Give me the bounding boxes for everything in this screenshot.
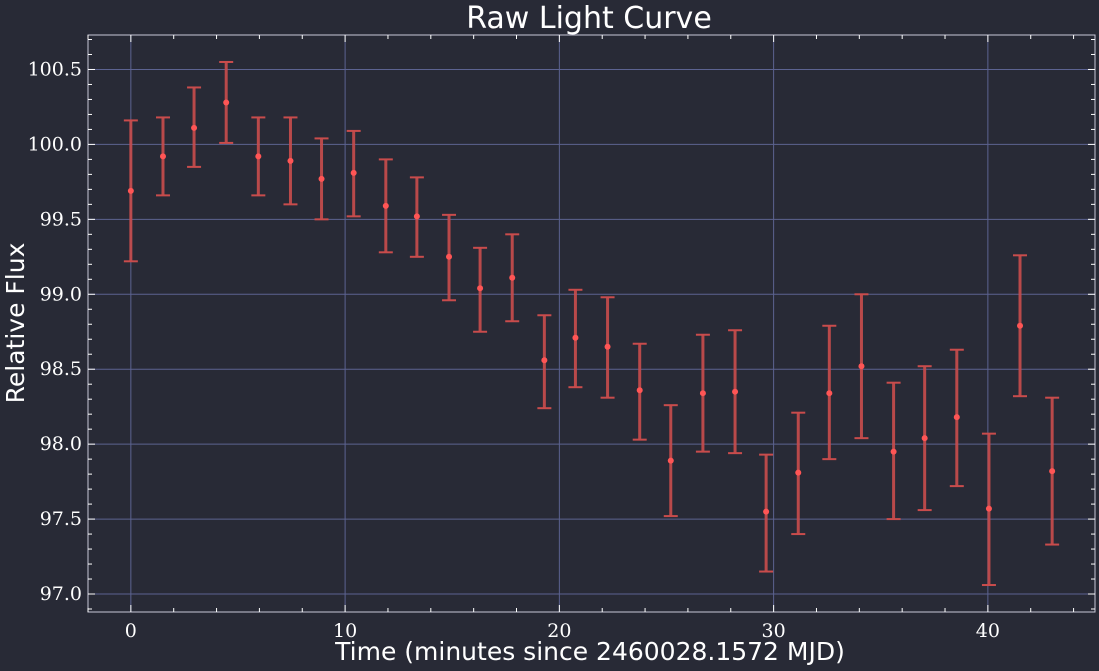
data-point [409,176,424,258]
data-point [442,213,457,302]
data-point [505,233,520,323]
data-point [123,119,138,263]
axis-ticks: 0 10 20 30 40 97.0 97.5 98.0 98.5 99.0 99.5 100.0 10… [28,35,1095,642]
data-point [949,348,964,488]
y-tick-label: 100.5 [28,58,82,80]
point-marker [382,202,389,209]
point-marker [572,334,579,341]
data-points [123,60,1060,587]
data-point [187,86,202,168]
point-marker [446,253,453,260]
y-tick-label: 99.5 [40,208,82,230]
point-marker [1049,468,1056,475]
x-tick-label: 20 [547,620,571,642]
x-axis-label: Time (minutes since 2460028.1572 MJD) [334,637,845,666]
point-marker [350,169,357,176]
y-tick-label: 97.0 [40,583,82,605]
data-point [886,381,901,521]
point-marker [318,175,325,182]
y-tick-label: 99.0 [40,283,82,305]
data-point [600,296,615,399]
data-point [378,158,393,254]
data-point [314,137,329,221]
point-marker [287,157,294,164]
data-point [1045,396,1060,546]
data-point [251,116,266,197]
data-point [822,324,837,461]
data-point [759,453,774,573]
data-point [283,116,298,206]
point-marker [636,387,643,394]
point-marker [985,505,992,512]
data-point [663,404,678,518]
data-point [728,329,743,455]
plot-frame [87,34,1096,613]
grid-lines [88,35,1095,612]
point-marker [477,285,484,292]
x-tick-label: 10 [333,620,357,642]
data-point [632,342,647,441]
chart-title: Raw Light Curve [466,1,712,36]
point-marker [604,343,611,350]
point-marker [159,153,166,160]
point-marker [953,414,960,421]
y-tick-label: 100.0 [28,133,82,155]
point-marker [795,469,802,476]
point-marker [1017,322,1024,329]
point-marker [732,388,739,395]
y-tick-label: 97.5 [40,508,82,530]
point-marker [699,390,706,397]
point-marker [413,213,420,220]
data-point [854,293,869,440]
data-point [917,365,932,512]
y-tick-label: 98.0 [40,433,82,455]
data-point [219,60,234,144]
point-marker [667,457,674,464]
data-point [473,246,488,333]
point-marker [127,187,134,194]
y-axis-label: Relative Flux [1,243,30,404]
data-point [537,314,552,410]
point-marker [191,124,198,131]
point-marker [858,363,865,370]
point-marker [826,390,833,397]
point-marker [223,99,230,106]
point-marker [509,274,516,281]
x-tick-label: 0 [125,620,137,642]
data-point [568,288,583,389]
data-point [791,411,806,536]
point-marker [541,357,548,364]
point-marker [255,153,262,160]
x-tick-label: 40 [976,620,1000,642]
y-tick-label: 98.5 [40,358,82,380]
point-marker [890,448,897,455]
point-marker [763,508,770,515]
data-point [346,129,361,218]
data-point [695,333,710,453]
data-point [1013,254,1028,398]
x-tick-label: 30 [762,620,786,642]
data-point [981,432,996,587]
point-marker [921,435,928,442]
data-point [155,116,170,197]
